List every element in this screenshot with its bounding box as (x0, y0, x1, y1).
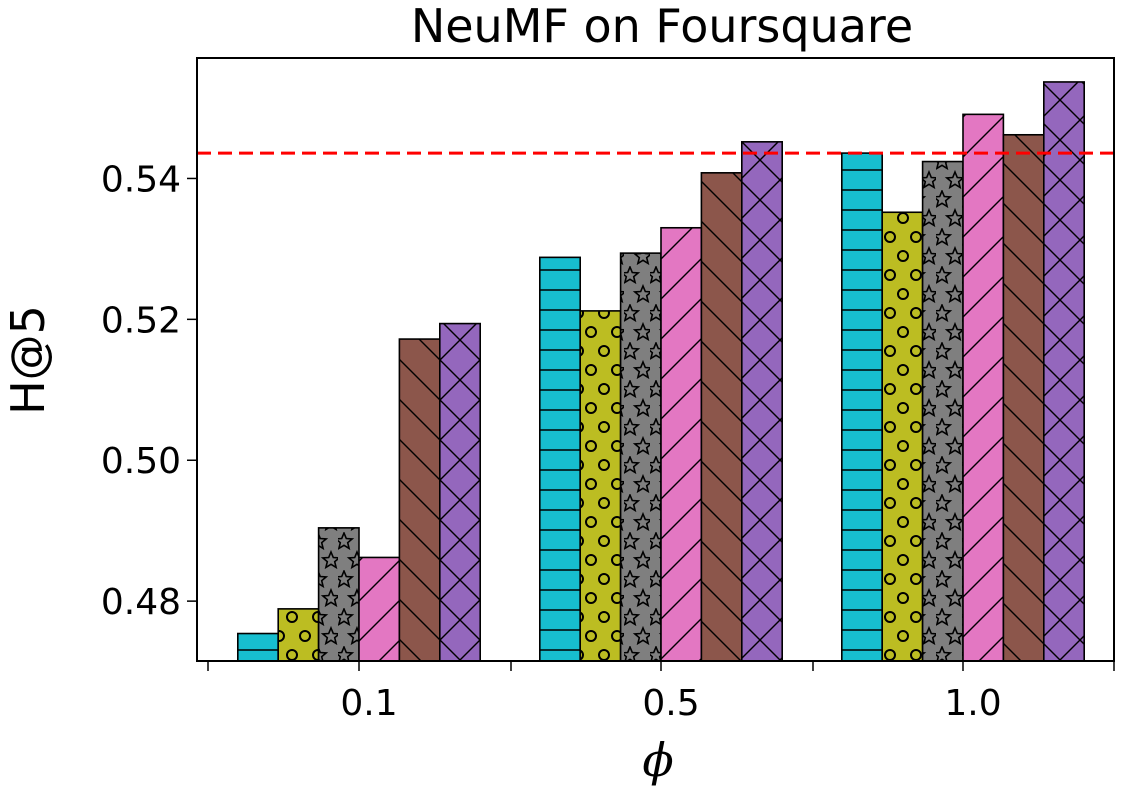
x-tick-label: 0.1 (340, 683, 397, 724)
x-tick-label: 1.0 (944, 683, 1001, 724)
x-tick-label: 0.5 (642, 683, 699, 724)
bar-hatch (317, 527, 360, 662)
bar (438, 322, 481, 662)
y-axis-label: H@5 (1, 305, 55, 415)
bar-hatch (921, 160, 964, 662)
bar-hatch (579, 310, 622, 662)
bar (317, 527, 360, 662)
bar-hatch (538, 256, 581, 662)
y-tick-label: 0.52 (101, 300, 181, 341)
bar (237, 632, 280, 662)
bar (840, 152, 883, 662)
bar-hatch (277, 608, 320, 662)
bar (740, 141, 783, 662)
bar-hatch (660, 226, 703, 662)
plot-frame (196, 57, 1115, 662)
bar-hatch (740, 141, 783, 662)
bar (538, 256, 581, 662)
bar-hatch (438, 322, 481, 662)
bars-layer (237, 81, 1086, 662)
bar-hatch (881, 211, 924, 662)
bar-hatch (619, 252, 662, 662)
x-axis-label: ϕ (642, 733, 673, 787)
bar (277, 608, 320, 662)
bar-hatch (398, 338, 441, 662)
bar (881, 211, 924, 662)
bar-hatch (1002, 133, 1045, 662)
bar (1002, 133, 1045, 662)
bar-hatch (358, 556, 401, 662)
bar-hatch (700, 172, 743, 662)
bar (700, 172, 743, 662)
chart-title: NeuMF on Foursquare (411, 0, 913, 53)
y-tick-label: 0.54 (101, 159, 181, 200)
bar (962, 113, 1005, 662)
bar (358, 556, 401, 662)
y-tick-label: 0.48 (101, 582, 181, 623)
bar-hatch (840, 152, 883, 662)
bar (1043, 81, 1086, 662)
bar-hatch (1043, 81, 1086, 662)
bar (619, 252, 662, 662)
bar-hatch (962, 113, 1005, 662)
bar (579, 310, 622, 662)
y-axis: 0.48 0.50 0.52 0.54 (101, 159, 197, 623)
x-axis: 0.1 0.5 1.0 (207, 661, 1115, 724)
bar-hatch (237, 632, 280, 662)
x-minor-ticks (207, 661, 1115, 671)
bar (660, 226, 703, 662)
y-tick-label: 0.50 (101, 441, 181, 482)
bar (921, 160, 964, 662)
bar (398, 338, 441, 662)
